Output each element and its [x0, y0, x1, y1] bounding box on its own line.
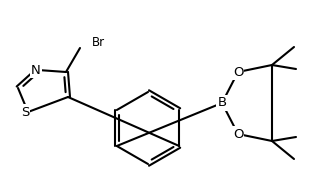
- Text: O: O: [233, 65, 243, 78]
- Text: Br: Br: [92, 36, 105, 49]
- Text: S: S: [21, 105, 29, 118]
- Text: O: O: [233, 127, 243, 140]
- Text: N: N: [31, 64, 41, 77]
- Text: B: B: [217, 96, 227, 109]
